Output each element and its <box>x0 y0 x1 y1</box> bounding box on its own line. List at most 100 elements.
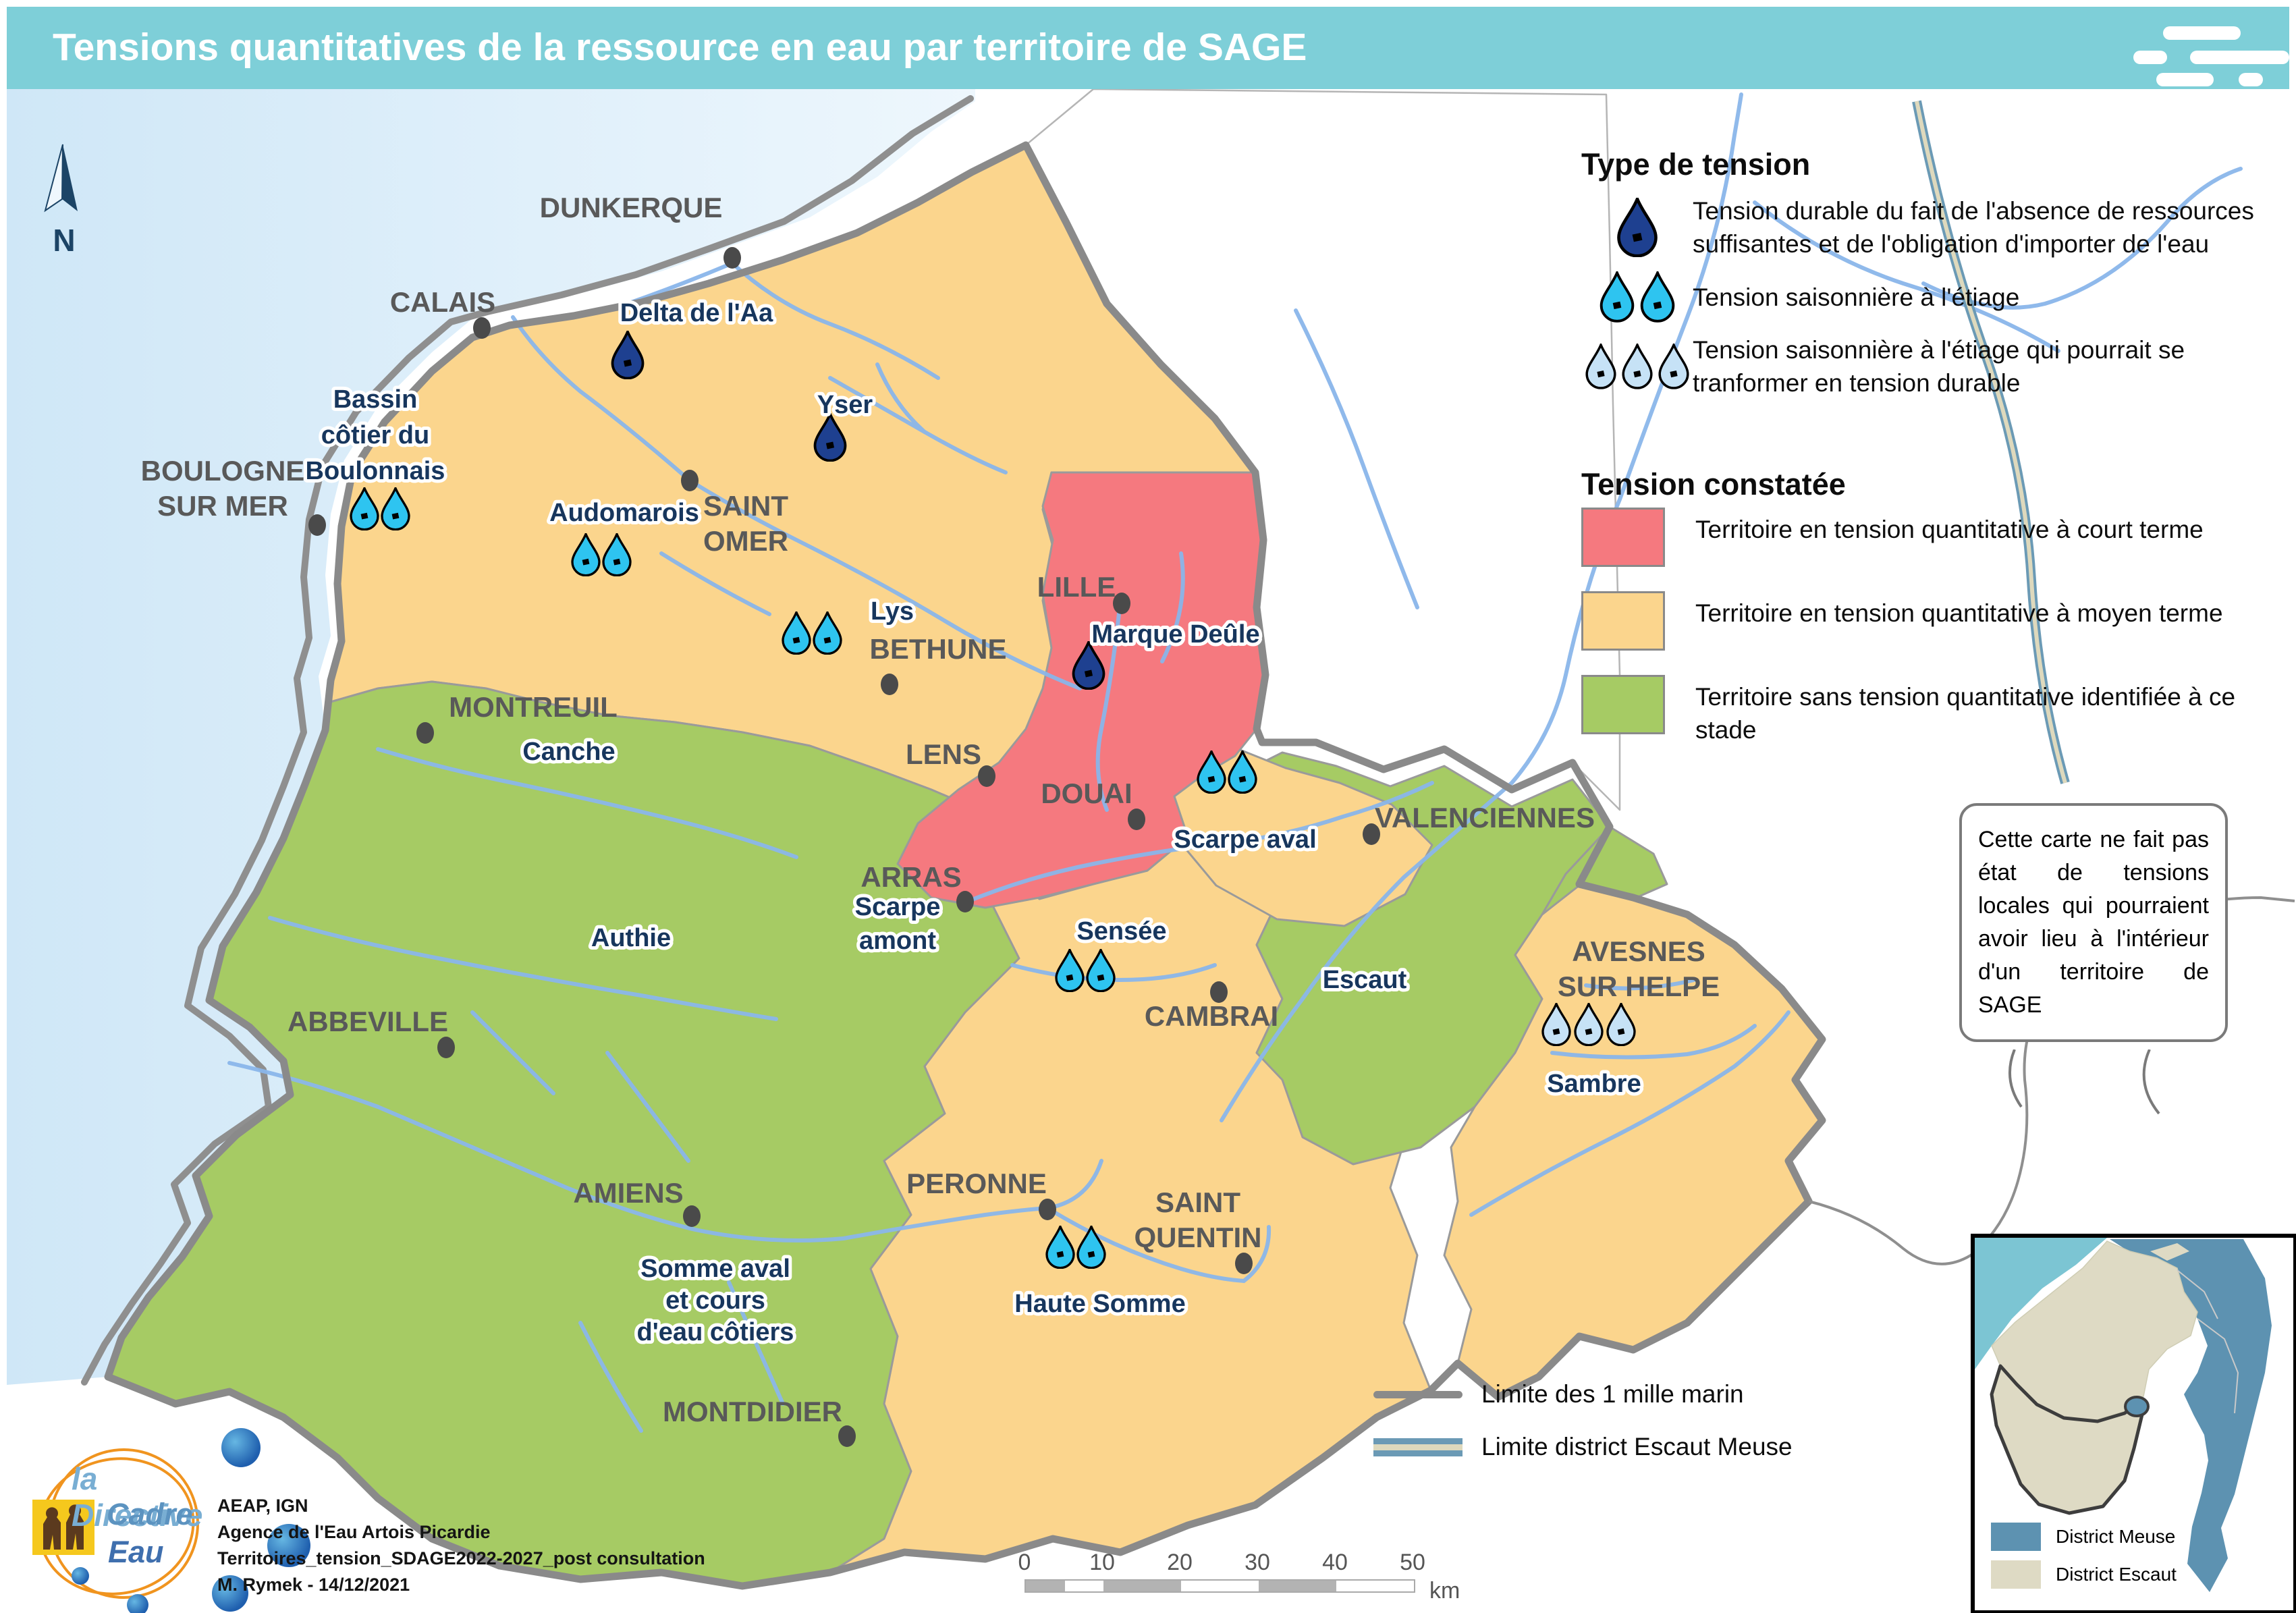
inset-district-meuse <box>2110 1239 2272 1592</box>
note-box: Cette carte ne fait pas état de tensions… <box>1959 803 2228 1042</box>
city-dot <box>1363 823 1380 845</box>
legend-item-label: Tension saisonnière à l'étiage qui pourr… <box>1693 336 2185 397</box>
sage-label: Yser <box>817 391 873 419</box>
inset-meuse-patch <box>2124 1396 2150 1417</box>
legend-item: Tension saisonnière à l'étiage <box>1581 271 2290 323</box>
dce-logo: la Directive Cadre Eau <box>19 1428 310 1613</box>
logo-word: Eau <box>108 1535 164 1569</box>
legend-color-swatch <box>1581 508 1665 567</box>
legend-area-label: Territoire en tension quantitative à moy… <box>1695 599 2223 627</box>
sage-label: Scarpe amont <box>855 893 941 955</box>
credit-line: Agence de l'Eau Artois Picardie <box>217 1522 491 1542</box>
legend-area-items: Territoire en tension quantitative à cou… <box>1581 508 2290 771</box>
district-limit-line-sample <box>1373 1438 1463 1456</box>
title-bar: Tensions quantitatives de la ressource e… <box>7 7 2289 89</box>
city-label: DOUAI <box>1041 777 1132 809</box>
city-dot <box>723 247 741 269</box>
scale-segment <box>1064 1581 1103 1591</box>
one-mile-limit-line <box>81 95 974 1386</box>
city-label: CAMBRAI <box>1145 1000 1278 1032</box>
inset-escaut-islands <box>2120 1243 2189 1273</box>
cloud-logo-icon <box>2156 73 2214 86</box>
city-dot <box>1210 981 1228 1003</box>
scale-tick-label: 40 <box>1322 1550 1348 1575</box>
sage-label: Lys <box>871 597 914 626</box>
sage-label: Sensée <box>1076 917 1166 946</box>
scale-tick-label: 20 <box>1167 1550 1193 1575</box>
city-dot <box>1128 809 1145 830</box>
city-dot <box>437 1037 455 1058</box>
inset-artois-picardie-outline <box>1990 1364 2145 1515</box>
city-dot <box>881 674 898 695</box>
legend-area-item: Territoire en tension quantitative à moy… <box>1581 591 2290 651</box>
escaut-meuse-limit-line <box>1912 100 2070 784</box>
cloud-logo-icon <box>2190 51 2289 64</box>
sage-label: Bassin côtier du Boulonnais <box>306 385 445 485</box>
scale-tick-label: 30 <box>1245 1550 1270 1575</box>
city-dot <box>308 514 326 536</box>
city-dot <box>416 722 434 744</box>
scale-unit: km <box>1429 1578 1460 1604</box>
inset-legend-swatch <box>1991 1560 2041 1589</box>
credit-line: M. Rymek - 14/12/2021 <box>217 1575 410 1595</box>
tension-drop-icon <box>1585 344 1689 389</box>
legend-item: Tension saisonnière à l'étiage qui pourr… <box>1581 333 2290 400</box>
city-dot <box>1113 593 1130 614</box>
legend-constat-title: Tension constatée <box>1581 467 1846 501</box>
sea-area <box>7 89 975 1385</box>
sage-label: Marque Deûle <box>1091 620 1259 649</box>
legend-color-swatch <box>1581 591 1665 651</box>
city-label: DUNKERQUE <box>540 192 723 223</box>
city-label: ABBEVILLE <box>288 1006 448 1037</box>
logo-word: Cadre <box>107 1497 193 1531</box>
scale-segment <box>1103 1581 1181 1591</box>
cloud-logo-icon <box>2133 51 2167 64</box>
inset-legend-item: District Meuse <box>1991 1523 2177 1551</box>
scale-ticks: 0 10 20 30 40 50 <box>1018 1550 1497 1577</box>
legend-item-label: Tension durable du fait de l'absence de … <box>1693 197 2254 258</box>
sage-label: Canche <box>522 738 615 766</box>
inset-legend-label: District Escaut <box>2056 1564 2177 1585</box>
legend-line-label: Limite district Escaut Meuse <box>1481 1433 1793 1460</box>
tension-drop-icon <box>1615 198 1660 257</box>
legend-line-items: Limite des 1 mille marin Limite district … <box>1373 1377 1793 1482</box>
rivers <box>227 92 2243 1433</box>
legend-area-item: Territoire sans tension quantitative ide… <box>1581 675 2290 746</box>
city-dot <box>473 317 491 339</box>
city-label: SAINT OMER <box>703 490 788 557</box>
city-label: BETHUNE <box>869 633 1006 665</box>
sage-label: Sambre <box>1547 1070 1641 1098</box>
legend-area-label: Territoire en tension quantitative à cou… <box>1695 516 2204 543</box>
legend-area-label: Territoire sans tension quantitative ide… <box>1695 683 2236 744</box>
dce-people-icon <box>32 1500 94 1555</box>
scale-tick-label: 0 <box>1018 1550 1031 1575</box>
legend-item-label: Tension saisonnière à l'étiage <box>1693 283 2020 311</box>
one-mile-line-sample <box>1373 1390 1463 1398</box>
district-outline <box>104 141 1826 1590</box>
credit-line: Territoires_tension_SDAGE2022-2027_post … <box>217 1548 705 1568</box>
cloud-logo-icon <box>2163 26 2241 40</box>
city-label: LENS <box>906 738 981 770</box>
sage-label: Authie <box>591 924 671 952</box>
scale-segment <box>1336 1581 1414 1591</box>
city-dot <box>1235 1253 1253 1274</box>
scale-bar: 0 10 20 30 40 50 km <box>1018 1550 1497 1604</box>
note-text: Cette carte ne fait pas état de tensions… <box>1978 827 2209 1018</box>
inset-borders <box>2177 1269 2239 1414</box>
svg-text:N: N <box>53 223 75 258</box>
sage-label: Delta de l'Aa <box>620 299 773 327</box>
city-label: VALENCIENNES <box>1375 802 1595 833</box>
city-dot <box>978 765 995 787</box>
inset-legend-label: District Meuse <box>2056 1526 2176 1547</box>
map-credits: AEAP, IGN Agence de l'Eau Artois Picardie… <box>217 1493 705 1598</box>
scale-segment <box>1026 1581 1065 1591</box>
scale-bar-graphic <box>1024 1579 1415 1593</box>
credit-line: AEAP, IGN <box>217 1496 308 1516</box>
city-dot <box>1039 1199 1056 1220</box>
logo-word: la Directive <box>72 1461 203 1533</box>
note-box-tails <box>2008 1049 2160 1115</box>
legend-type-items: Tension durable du fait de l'absence de … <box>1581 194 2290 410</box>
sage-label: Somme aval et cours d'eau côtiers <box>637 1255 794 1346</box>
city-label: MONTREUIL <box>449 691 618 723</box>
